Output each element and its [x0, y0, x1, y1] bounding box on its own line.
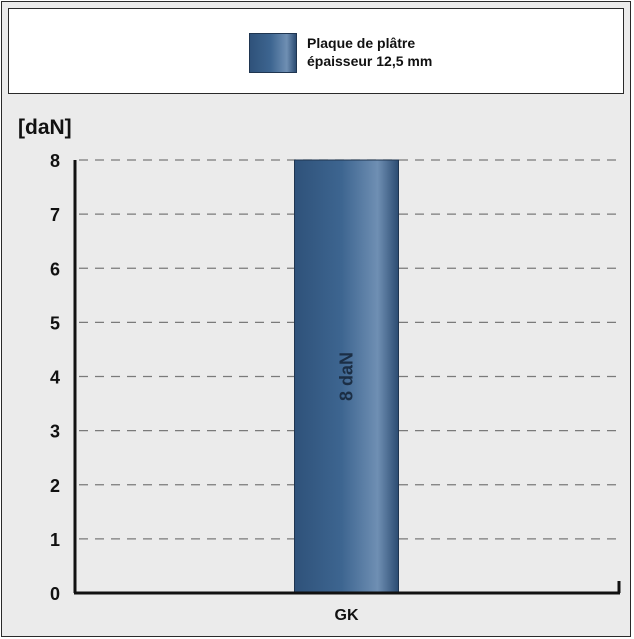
- y-tick-label: 8: [50, 151, 60, 171]
- bar: [294, 159, 399, 594]
- x-category-label: GK: [335, 607, 359, 624]
- legend-label: Plaque de plâtre épaisseur 12,5 mm: [307, 34, 432, 70]
- y-tick-label: 2: [50, 476, 60, 496]
- y-tick-label: 0: [50, 584, 60, 604]
- y-tick-label: 7: [50, 205, 60, 225]
- y-tick-label: 6: [50, 259, 60, 279]
- legend: Plaque de plâtre épaisseur 12,5 mm: [8, 8, 624, 94]
- y-axis-unit-label: [daN]: [18, 116, 72, 139]
- x-category-labels: GK: [335, 607, 359, 624]
- bars: 8 daN: [294, 159, 399, 594]
- y-tick-label: 4: [50, 368, 60, 388]
- y-tick-label: 3: [50, 422, 60, 442]
- y-tick-labels: 0 1 2 3 4 5 6 7 8: [50, 151, 60, 604]
- axes: [73, 160, 621, 595]
- legend-label-line2: épaisseur 12,5 mm: [307, 53, 433, 69]
- bar-data-label: 8 daN: [337, 352, 357, 401]
- y-tick-label: 5: [50, 313, 60, 333]
- legend-label-line1: Plaque de plâtre: [307, 35, 416, 51]
- y-tick-label: 1: [50, 530, 60, 550]
- gridlines: [79, 159, 620, 540]
- legend-swatch: [249, 33, 297, 73]
